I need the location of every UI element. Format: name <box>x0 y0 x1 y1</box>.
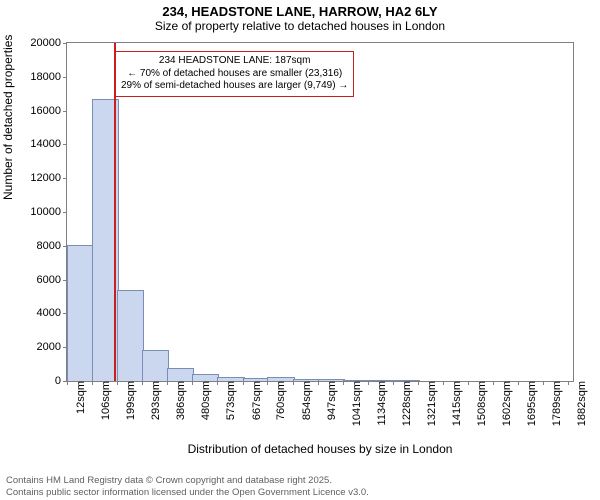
y-tick-mark <box>63 212 67 213</box>
annotation-line2: ← 70% of detached houses are smaller (23… <box>121 68 348 81</box>
chart-container: 234, HEADSTONE LANE, HARROW, HA2 6LY Siz… <box>0 0 600 500</box>
histogram-bar <box>217 377 244 381</box>
x-tick-mark <box>243 381 244 385</box>
histogram-bar <box>117 290 144 381</box>
histogram-bar <box>243 378 270 381</box>
y-tick-label: 12000 <box>30 172 67 184</box>
histogram-bar <box>192 374 219 381</box>
x-tick-mark <box>568 381 569 385</box>
histogram-bar <box>67 245 94 381</box>
y-tick-mark <box>63 111 67 112</box>
x-tick-label: 760sqm <box>273 381 287 420</box>
histogram-bar <box>293 379 320 381</box>
x-tick-mark <box>468 381 469 385</box>
y-tick-mark <box>63 178 67 179</box>
annotation-line1: 234 HEADSTONE LANE: 187sqm <box>121 55 348 68</box>
x-tick-label: 1695sqm <box>524 381 538 426</box>
x-tick-label: 293sqm <box>148 381 162 420</box>
x-tick-label: 480sqm <box>198 381 212 420</box>
x-tick-label: 199sqm <box>123 381 137 420</box>
footer-line2: Contains public sector information licen… <box>6 487 369 498</box>
y-tick-mark <box>63 144 67 145</box>
x-tick-label: 1041sqm <box>349 381 363 426</box>
footer-line1: Contains HM Land Registry data © Crown c… <box>6 475 369 486</box>
x-tick-label: 1321sqm <box>424 381 438 426</box>
x-tick-mark <box>92 381 93 385</box>
x-tick-label: 1415sqm <box>449 381 463 426</box>
x-tick-mark <box>543 381 544 385</box>
x-tick-mark <box>368 381 369 385</box>
y-tick-label: 10000 <box>30 206 67 218</box>
chart-area: 0200040006000800010000120001400016000180… <box>66 42 574 382</box>
y-tick-label: 14000 <box>30 138 67 150</box>
x-tick-label: 573sqm <box>223 381 237 420</box>
x-tick-mark <box>518 381 519 385</box>
x-tick-mark <box>142 381 143 385</box>
x-axis-label: Distribution of detached houses by size … <box>66 442 574 456</box>
x-tick-label: 854sqm <box>299 381 313 420</box>
x-tick-label: 667sqm <box>249 381 263 420</box>
x-tick-mark <box>293 381 294 385</box>
histogram-bar <box>368 380 395 381</box>
y-tick-label: 16000 <box>30 105 67 117</box>
x-tick-label: 1228sqm <box>399 381 413 426</box>
x-tick-label: 386sqm <box>173 381 187 420</box>
chart-title-line2: Size of property relative to detached ho… <box>0 19 600 37</box>
y-tick-label: 20000 <box>30 37 67 49</box>
y-tick-mark <box>63 43 67 44</box>
y-tick-label: 18000 <box>30 71 67 83</box>
x-tick-mark <box>418 381 419 385</box>
x-tick-mark <box>67 381 68 385</box>
histogram-bar <box>343 380 370 382</box>
y-tick-mark <box>63 77 67 78</box>
x-tick-label: 106sqm <box>98 381 112 420</box>
x-tick-mark <box>393 381 394 385</box>
annotation-box: 234 HEADSTONE LANE: 187sqm← 70% of detac… <box>115 51 354 97</box>
x-tick-label: 1789sqm <box>549 381 563 426</box>
x-tick-label: 1602sqm <box>499 381 513 426</box>
chart-title-line1: 234, HEADSTONE LANE, HARROW, HA2 6LY <box>0 0 600 19</box>
x-tick-label: 947sqm <box>324 381 338 420</box>
x-tick-mark <box>117 381 118 385</box>
footer-attribution: Contains HM Land Registry data © Crown c… <box>6 475 369 498</box>
x-tick-mark <box>318 381 319 385</box>
x-tick-label: 1134sqm <box>374 381 388 425</box>
x-tick-mark <box>493 381 494 385</box>
x-tick-mark <box>343 381 344 385</box>
histogram-bar <box>142 350 169 381</box>
plot-region: 0200040006000800010000120001400016000180… <box>66 42 574 382</box>
y-axis-label: Number of detached properties <box>1 35 15 200</box>
x-tick-mark <box>443 381 444 385</box>
x-tick-mark <box>217 381 218 385</box>
x-tick-label: 1508sqm <box>474 381 488 426</box>
histogram-bar <box>318 379 345 381</box>
x-tick-mark <box>167 381 168 385</box>
x-tick-mark <box>192 381 193 385</box>
x-tick-label: 1882sqm <box>574 381 588 426</box>
x-tick-mark <box>267 381 268 385</box>
histogram-bar <box>267 377 294 381</box>
histogram-bar <box>393 380 420 381</box>
x-tick-label: 12sqm <box>73 381 87 414</box>
histogram-bar <box>167 368 194 381</box>
annotation-line3: 29% of semi-detached houses are larger (… <box>121 80 348 93</box>
